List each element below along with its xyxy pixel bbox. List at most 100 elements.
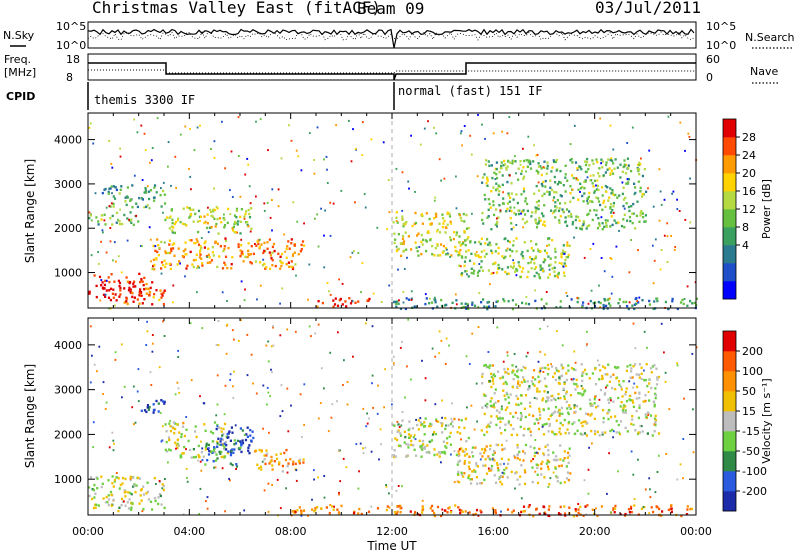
scatter-cell [502,389,505,392]
scatter-cell [506,406,509,409]
noise-cell [266,386,269,389]
noise-cell [114,358,117,361]
noise-cell [102,393,104,395]
scatter-cell [546,164,549,168]
scatter-cell [516,454,519,457]
scatter-cell [225,448,228,451]
scatter-cell [574,508,577,511]
scatter-cell [251,430,254,433]
scatter-cell [557,370,560,373]
scatter-cell [407,443,410,446]
noise-cell [466,273,468,276]
noise-cell [110,202,113,205]
scatter-cell [505,371,508,374]
scatter-cell [400,254,403,258]
scatter-cell [525,220,529,223]
noise-cell [692,451,695,454]
noise-cell [463,125,466,127]
scatter-cell [579,407,582,411]
noise-cell [506,247,509,250]
noise-cell [603,270,606,273]
scatter-cell [268,462,271,465]
noise-cell [626,142,629,144]
scatter-cell [593,417,596,420]
scatter-cell [225,435,228,439]
noise-cell [647,187,649,190]
scatter-cell [597,200,601,203]
scatter-cell [554,406,558,409]
noise-cell [657,454,660,457]
scatter-cell [523,482,527,486]
scatter-cell [582,220,585,223]
scatter-cell [441,217,445,220]
scatter-cell [601,228,604,231]
scatter-cell [399,445,402,448]
scatter-cell [225,443,228,447]
scatter-cell [290,260,293,263]
nsearch-trace [87,31,695,41]
noise-cell [238,339,240,342]
scatter-cell [622,406,625,410]
scatter-cell [490,372,493,375]
scatter-cell [444,253,448,256]
scatter-cell [399,507,402,510]
scatter-cell [506,393,509,396]
noise-cell [689,177,691,180]
scatter-cell [182,249,185,253]
noise-cell [97,251,99,254]
noise-cell [534,470,537,473]
scatter-cell [480,260,483,263]
noise-cell [471,332,474,335]
scatter-cell [143,276,146,280]
scatter-cell [164,218,167,222]
scatter-cell [466,303,469,306]
noise-cell [546,244,548,247]
scatter-cell [567,461,570,465]
scatter-cell [117,509,120,513]
noise-cell [423,127,426,130]
noise-cell [600,162,602,165]
scatter-cell [153,263,156,267]
noise-cell [136,390,139,393]
noise-cell [539,327,542,330]
noise-cell [189,175,192,178]
scatter-cell [510,222,513,225]
scatter-cell [163,402,166,405]
scatter-cell [543,511,547,514]
noise-cell [565,291,568,294]
noise-cell [160,187,162,190]
scatter-cell [485,445,488,448]
noise-cell [487,467,490,470]
scatter-cell [643,220,646,223]
colorbar-swatch [723,209,736,228]
scatter-cell [325,506,328,509]
noise-cell [481,123,483,126]
scatter-cell [531,466,534,469]
scatter-cell [496,222,499,225]
scatter-cell [206,261,209,264]
scatter-cell [404,231,407,234]
scatter-cell [495,176,499,180]
scatter-cell [491,507,494,510]
noise-cell [148,226,151,229]
scatter-cell [446,223,449,226]
scatter-cell [500,432,503,435]
noise-cell [221,467,224,470]
scatter-cell [575,177,578,181]
noise-cell [229,378,231,381]
scatter-cell [539,413,542,417]
scatter-cell [520,169,524,173]
scatter-cell [497,443,500,447]
scatter-cell [279,452,282,455]
scatter-cell [607,158,610,161]
scatter-cell [222,427,225,431]
noise-cell [392,362,395,365]
scatter-cell [601,208,604,211]
scatter-cell [612,193,615,196]
noise-cell [252,382,254,385]
noise-cell [404,396,406,399]
scatter-cell [523,509,526,513]
scatter-cell [170,208,173,211]
scatter-cell [520,381,523,384]
noise-cell [678,210,681,212]
